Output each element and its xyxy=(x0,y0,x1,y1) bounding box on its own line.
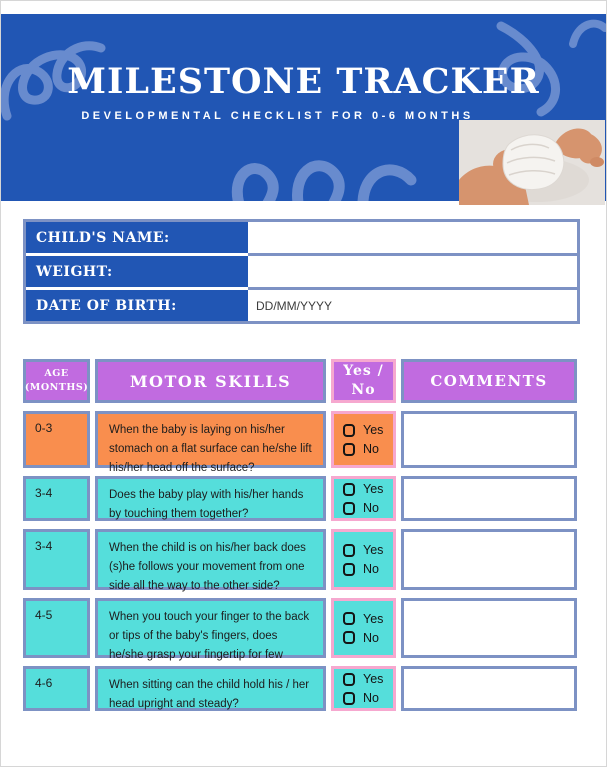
form-row-weight: WEIGHT: xyxy=(26,253,577,287)
age-cell: 3-4 xyxy=(23,476,90,521)
age-cell: 0-3 xyxy=(23,411,90,468)
question-cell: Does the baby play with his/her hands by… xyxy=(95,476,326,521)
age-cell: 4-5 xyxy=(23,598,90,658)
yes-no-cell: Yes No xyxy=(331,529,396,590)
no-checkbox[interactable]: No xyxy=(343,562,393,576)
checkbox-icon[interactable] xyxy=(343,482,355,496)
comment-cell[interactable] xyxy=(401,666,577,711)
header-banner: MILESTONE TRACKER DEVELOPMENTAL CHECKLIS… xyxy=(1,14,606,201)
comment-cell[interactable] xyxy=(401,529,577,590)
column-header-motor-skills: MOTOR SKILLS xyxy=(95,359,326,403)
milestone-table: AGE (MONTHS) MOTOR SKILLS Yes / No COMMEN… xyxy=(23,359,577,711)
child-info-form: CHILD'S NAME: WEIGHT: DATE OF BIRTH: DD/… xyxy=(23,219,580,324)
checkbox-icon[interactable] xyxy=(343,612,355,625)
checkbox-icon[interactable] xyxy=(343,423,355,437)
checkbox-icon[interactable] xyxy=(343,562,355,576)
yes-checkbox[interactable]: Yes xyxy=(343,482,393,496)
checkbox-icon[interactable] xyxy=(343,691,355,705)
yes-checkbox[interactable]: Yes xyxy=(343,672,393,686)
comment-cell[interactable] xyxy=(401,598,577,658)
checkbox-icon[interactable] xyxy=(343,631,355,644)
form-row-name: CHILD'S NAME: xyxy=(26,222,577,253)
no-checkbox[interactable]: No xyxy=(343,442,393,456)
question-cell: When sitting can the child hold his / he… xyxy=(95,666,326,711)
yes-no-cell: Yes No xyxy=(331,666,396,711)
yes-no-cell: Yes No xyxy=(331,411,396,468)
column-header-age: AGE (MONTHS) xyxy=(23,359,90,403)
no-checkbox[interactable]: No xyxy=(343,631,393,645)
column-header-yes-no: Yes / No xyxy=(331,359,396,403)
checkbox-icon[interactable] xyxy=(343,672,355,686)
question-cell: When the child is on his/her back does (… xyxy=(95,529,326,592)
baby-photo xyxy=(459,120,605,205)
page-subtitle: DEVELOPMENTAL CHECKLIST FOR 0-6 MONTHS xyxy=(81,110,474,122)
form-row-dob: DATE OF BIRTH: DD/MM/YYYY xyxy=(26,287,577,321)
yes-checkbox[interactable]: Yes xyxy=(343,543,393,557)
yes-no-cell: Yes No xyxy=(331,476,396,521)
age-cell: 3-4 xyxy=(23,529,90,590)
date-of-birth-field[interactable]: DD/MM/YYYY xyxy=(248,287,577,321)
comment-cell[interactable] xyxy=(401,476,577,521)
page-title: MILESTONE TRACKER xyxy=(67,61,540,102)
checkbox-icon[interactable] xyxy=(343,543,355,557)
question-cell: When you touch your finger to the back o… xyxy=(95,598,326,680)
yes-checkbox[interactable]: Yes xyxy=(343,612,393,626)
column-header-comments: COMMENTS xyxy=(401,359,577,403)
weight-field[interactable] xyxy=(248,253,577,287)
checkbox-icon[interactable] xyxy=(343,442,355,456)
no-checkbox[interactable]: No xyxy=(343,691,393,705)
date-of-birth-label: DATE OF BIRTH: xyxy=(26,287,248,321)
yes-checkbox[interactable]: Yes xyxy=(343,423,393,437)
child-name-field[interactable] xyxy=(248,222,577,253)
comment-cell[interactable] xyxy=(401,411,577,468)
weight-label: WEIGHT: xyxy=(26,253,248,287)
no-checkbox[interactable]: No xyxy=(343,501,393,515)
question-cell: When the baby is laying on his/her stoma… xyxy=(95,411,326,474)
decorative-squiggle-icon xyxy=(1,19,606,201)
child-name-label: CHILD'S NAME: xyxy=(26,222,248,253)
checkbox-icon[interactable] xyxy=(343,501,355,515)
age-cell: 4-6 xyxy=(23,666,90,711)
yes-no-cell: Yes No xyxy=(331,598,396,658)
